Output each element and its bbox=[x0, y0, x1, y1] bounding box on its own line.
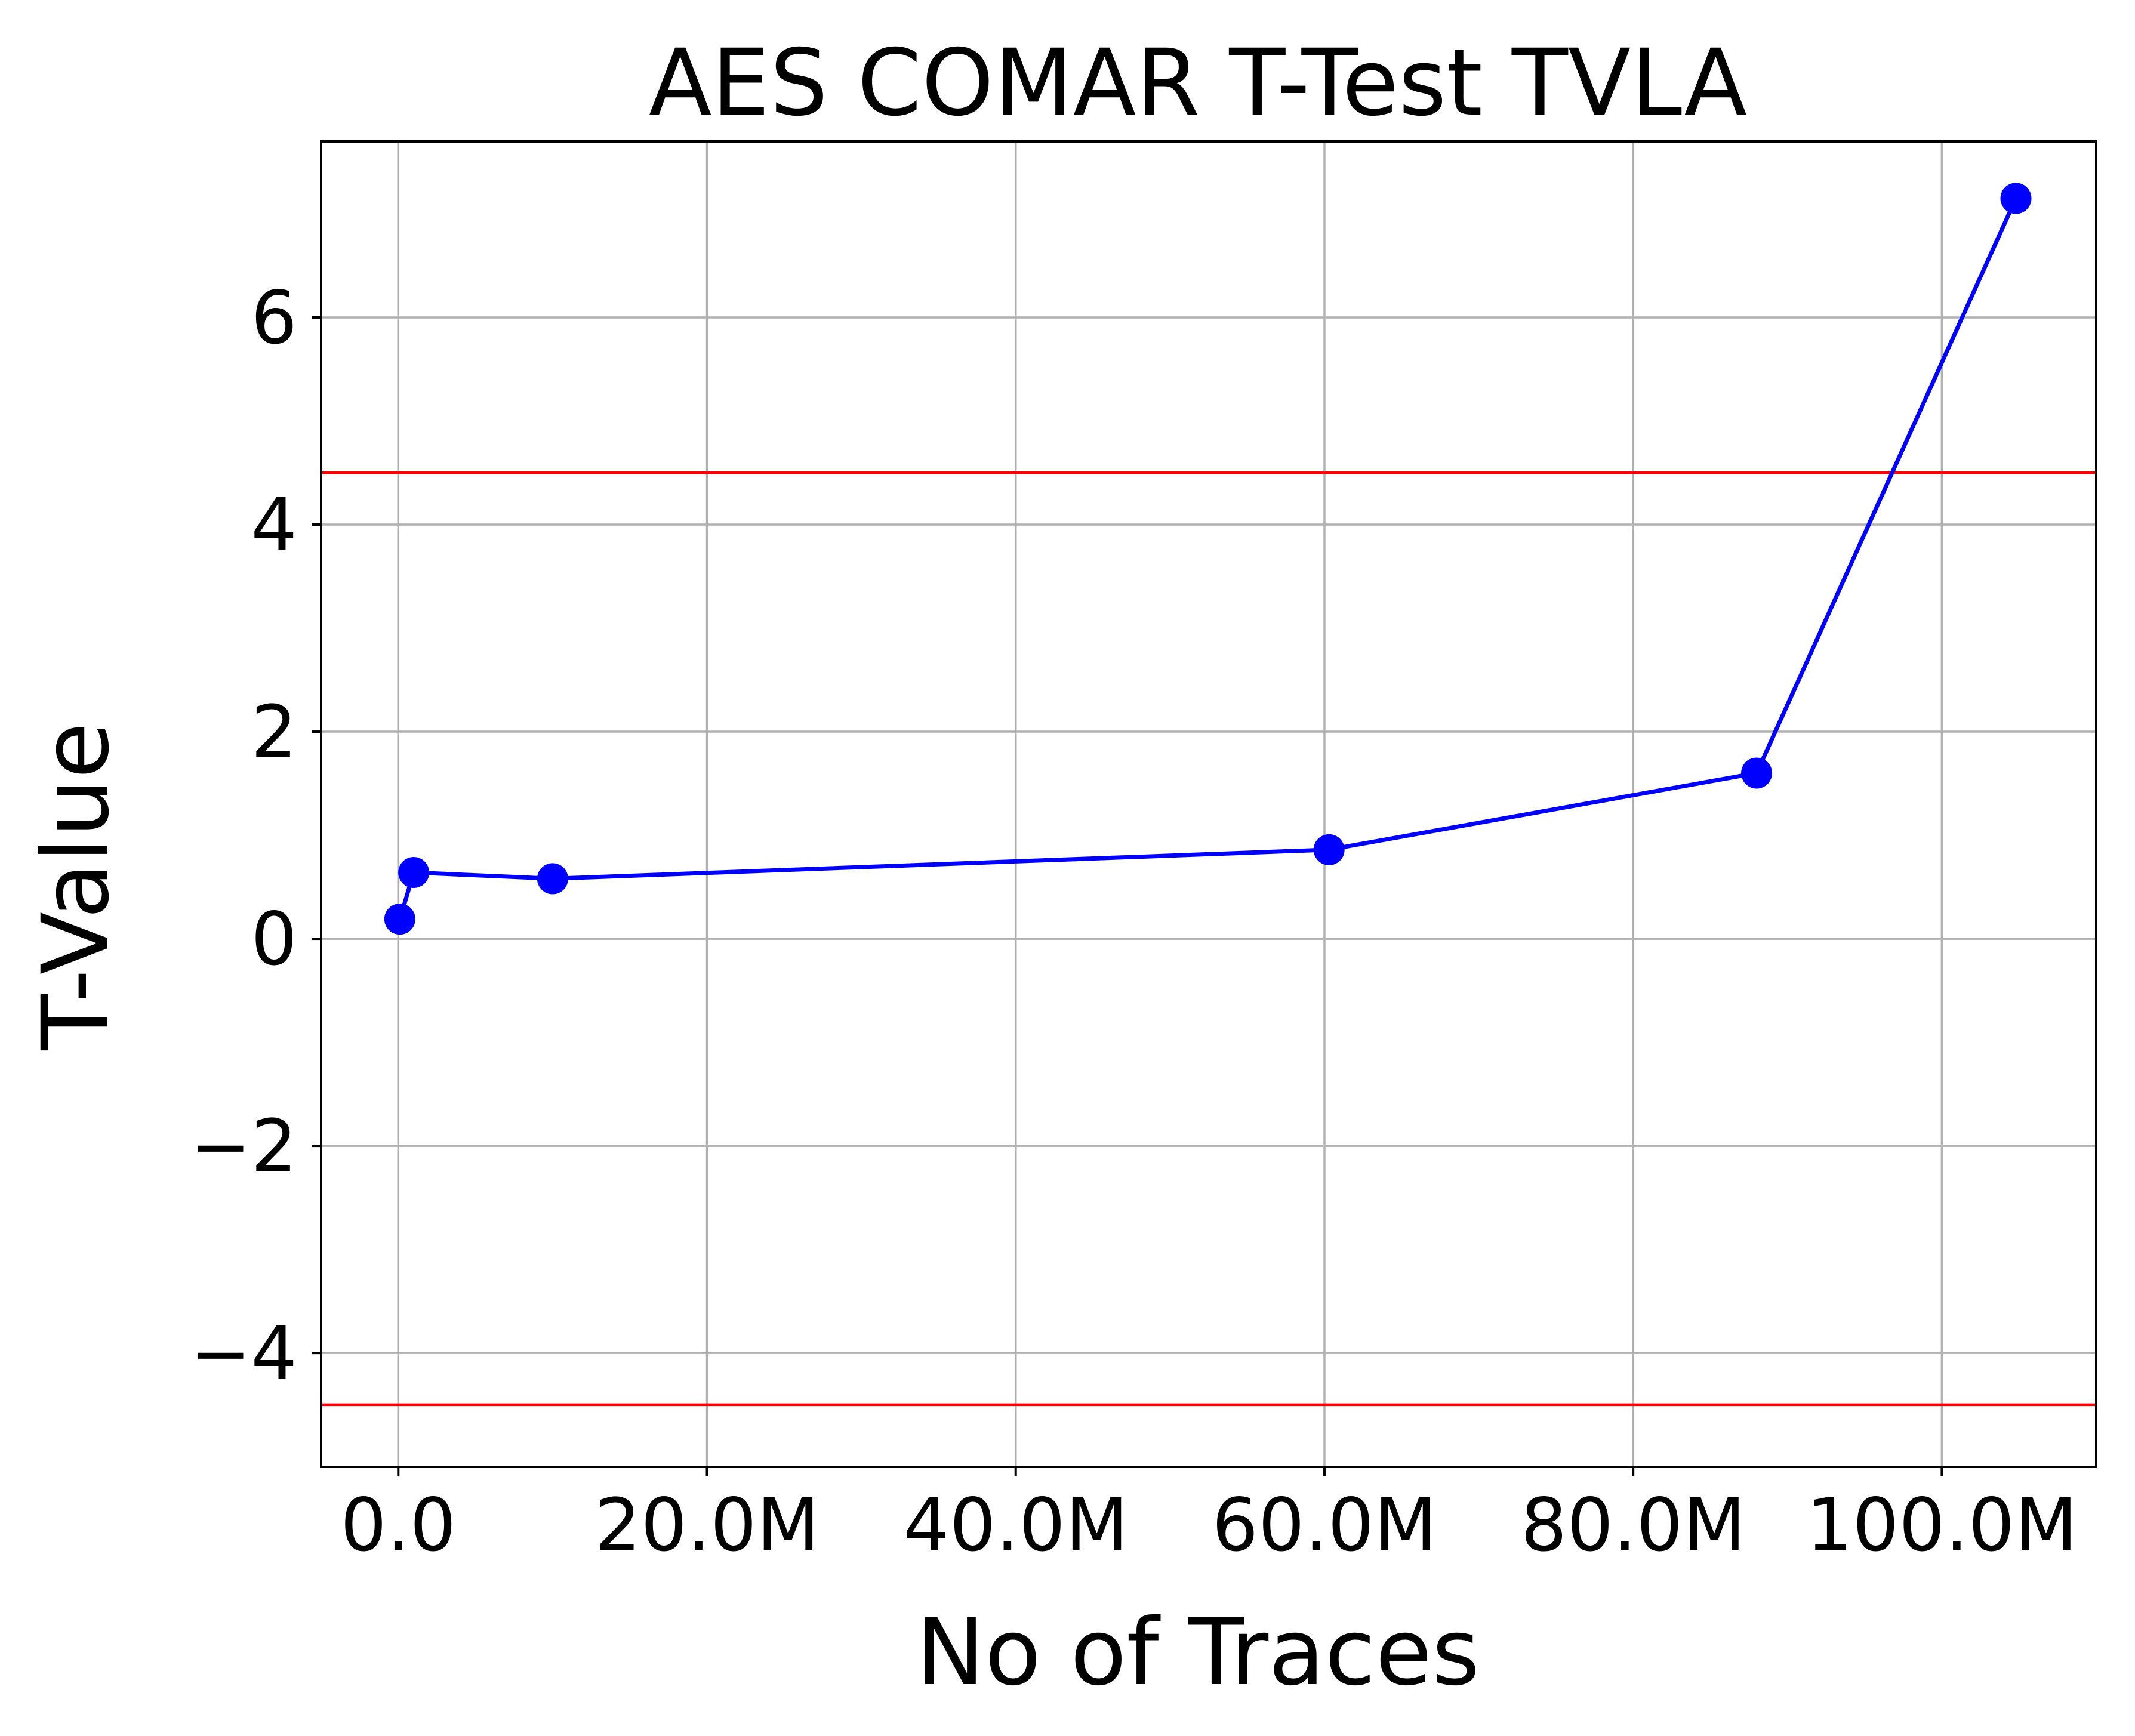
grid-lines bbox=[321, 141, 2096, 1467]
x-axis-label: No of Traces bbox=[916, 1599, 1480, 1706]
x-tick-label-2: 40.0M bbox=[903, 1483, 1128, 1568]
x-tick-label-0: 0.0 bbox=[340, 1483, 456, 1568]
series-layer bbox=[384, 183, 2032, 935]
data-point-2 bbox=[537, 863, 568, 895]
data-point-4 bbox=[1741, 757, 1773, 789]
y-tick-label-0: −4 bbox=[190, 1311, 297, 1396]
y-tick-label-5: 6 bbox=[251, 276, 297, 360]
chart-title: AES COMAR T-Test TVLA bbox=[649, 30, 1747, 137]
data-point-3 bbox=[1313, 834, 1345, 865]
y-tick-label-3: 2 bbox=[251, 690, 297, 775]
data-point-5 bbox=[2000, 183, 2032, 214]
y-tick-label-2: 0 bbox=[251, 897, 297, 982]
x-tick-label-3: 60.0M bbox=[1212, 1483, 1437, 1568]
y-axis-label: T-Value bbox=[23, 722, 130, 1050]
y-axis-ticks: −4 −2 0 2 4 6 bbox=[190, 276, 321, 1396]
x-tick-label-4: 80.0M bbox=[1521, 1483, 1746, 1568]
x-tick-label-5: 100.0M bbox=[1806, 1483, 2078, 1568]
data-point-0 bbox=[384, 904, 415, 935]
plot-frame bbox=[320, 140, 2097, 1468]
y-tick-label-1: −2 bbox=[190, 1104, 297, 1189]
x-tick-label-1: 20.0M bbox=[594, 1483, 820, 1568]
y-tick-label-4: 4 bbox=[251, 483, 297, 568]
threshold-lines bbox=[321, 471, 2096, 1407]
data-point-1 bbox=[398, 857, 430, 889]
x-axis-ticks: 0.0 20.0M 40.0M 60.0M 80.0M 100.0M bbox=[340, 1467, 2078, 1568]
